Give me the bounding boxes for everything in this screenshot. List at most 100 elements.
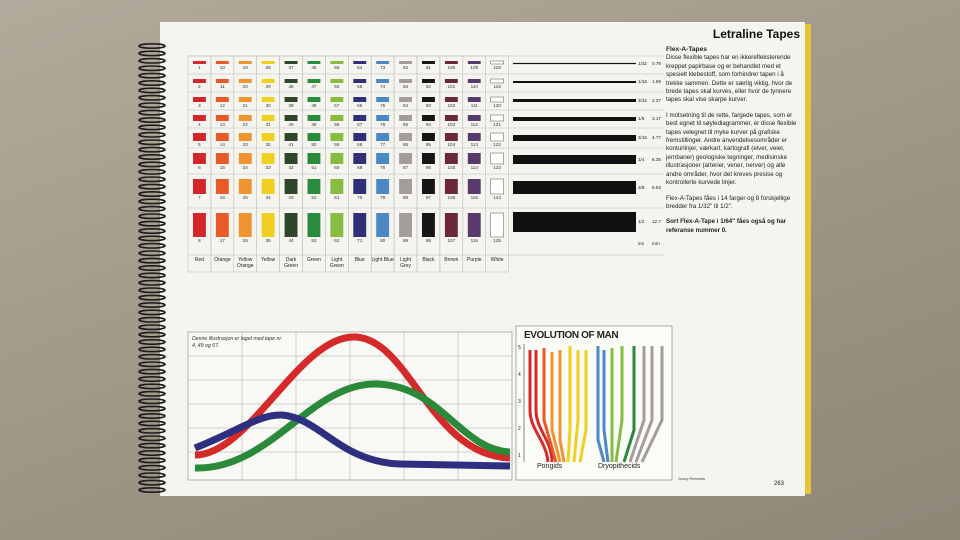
spiral-coil — [138, 139, 166, 146]
swatch — [193, 61, 206, 64]
swatch — [215, 115, 229, 121]
swatch-number: 102 — [447, 103, 456, 108]
swatch — [284, 179, 298, 194]
width-mm: 0.79 — [652, 60, 661, 66]
swatch-number: 47 — [311, 84, 317, 89]
tape-sample — [513, 181, 636, 194]
swatch — [353, 133, 367, 141]
swatch — [307, 79, 321, 83]
spiral-coil — [138, 168, 166, 175]
dryopithecids-label: Dryopithecids — [598, 463, 641, 470]
spiral-coil — [138, 235, 166, 242]
swatch-number: 8 — [198, 238, 201, 243]
swatch-number: 113 — [470, 142, 478, 147]
swatch — [422, 115, 435, 121]
spiral-coil — [138, 191, 166, 198]
swatch — [490, 212, 504, 238]
swatch-number: 95 — [425, 142, 431, 147]
swatch — [376, 79, 390, 83]
swatch — [330, 179, 344, 194]
swatch — [215, 97, 229, 102]
swatch — [307, 115, 321, 121]
width-fraction: 1/2 — [638, 219, 645, 224]
spiral-coil — [138, 250, 166, 257]
paragraph: Flex-A-Tapes fåes i 14 farger og 8 forsk… — [666, 194, 791, 210]
width-mm: 4.77 — [652, 135, 661, 140]
spiral-coil — [138, 368, 166, 375]
swatch — [238, 97, 252, 102]
swatch — [307, 213, 321, 237]
spiral-coil — [138, 479, 166, 486]
swatch-number: 101 — [447, 84, 456, 89]
evolution-tick-label: 4 — [518, 372, 521, 378]
swatch — [376, 133, 390, 141]
swatch — [193, 133, 206, 141]
evolution-tick-label: 2 — [518, 426, 521, 432]
swatch-number: 1 — [198, 65, 201, 70]
swatch — [422, 133, 435, 141]
spiral-coil — [138, 279, 166, 286]
swatch-number: 78 — [380, 165, 386, 170]
swatch — [193, 213, 206, 237]
swatch-number: 75 — [380, 103, 386, 108]
swatch — [284, 97, 298, 102]
swatch-number: 29 — [265, 84, 271, 89]
swatch-number: 70 — [357, 195, 363, 200]
swatch-number: 105 — [447, 165, 456, 170]
evolution-tick-label: 1 — [518, 453, 521, 459]
spiral-coil — [138, 324, 166, 331]
swatch-number: 120 — [493, 103, 501, 108]
width-fraction: 1/8 — [638, 116, 645, 121]
swatch-number: 124 — [493, 195, 501, 200]
swatch-number: 50 — [311, 142, 317, 147]
tape-sample — [513, 81, 636, 83]
swatch — [238, 61, 252, 64]
swatch — [467, 61, 481, 64]
swatch — [353, 213, 367, 237]
swatch-number: 77 — [380, 142, 386, 147]
swatch-number: 16 — [219, 195, 225, 200]
swatch — [467, 133, 481, 141]
swatch-number: 91 — [425, 65, 431, 70]
swatch — [467, 79, 481, 83]
spiral-coil — [138, 272, 166, 279]
spiral-coil — [138, 117, 166, 124]
color-name: Purple — [467, 257, 482, 263]
unit-label: mm — [652, 241, 660, 246]
swatch-number: 84 — [402, 103, 409, 108]
swatch-number: 2 — [198, 84, 201, 89]
swatch — [193, 115, 206, 121]
swatch-number: 122 — [493, 142, 501, 147]
swatch — [376, 179, 390, 194]
spiral-coil — [138, 257, 166, 264]
blue-curve — [193, 411, 511, 470]
swatch-number: 114 — [470, 165, 478, 170]
swatch — [261, 61, 275, 64]
swatch — [467, 97, 481, 102]
swatch — [261, 79, 275, 83]
swatch-number: 88 — [402, 195, 409, 200]
swatch-number: 125 — [493, 238, 501, 243]
swatch-number: 119 — [493, 84, 501, 89]
swatch — [467, 115, 481, 121]
swatch — [330, 79, 344, 83]
swatch-number: 116 — [470, 238, 478, 243]
width-fraction: 1/16 — [638, 79, 647, 84]
tape-sample — [513, 117, 636, 121]
spiral-coil — [138, 213, 166, 220]
swatch — [353, 153, 367, 164]
spiral-coil — [138, 154, 166, 161]
spiral-coil — [138, 464, 166, 471]
swatch-number: 93 — [425, 103, 431, 108]
swatch-number: 21 — [242, 103, 248, 108]
page-title: Letraline Tapes — [712, 27, 800, 41]
spiral-coil — [138, 361, 166, 368]
swatch — [284, 61, 298, 64]
spiral-coil — [138, 87, 166, 94]
swatch — [215, 213, 229, 237]
color-name: Orange — [213, 257, 231, 263]
width-fraction: 1/32 — [638, 60, 647, 66]
swatch — [422, 179, 435, 194]
